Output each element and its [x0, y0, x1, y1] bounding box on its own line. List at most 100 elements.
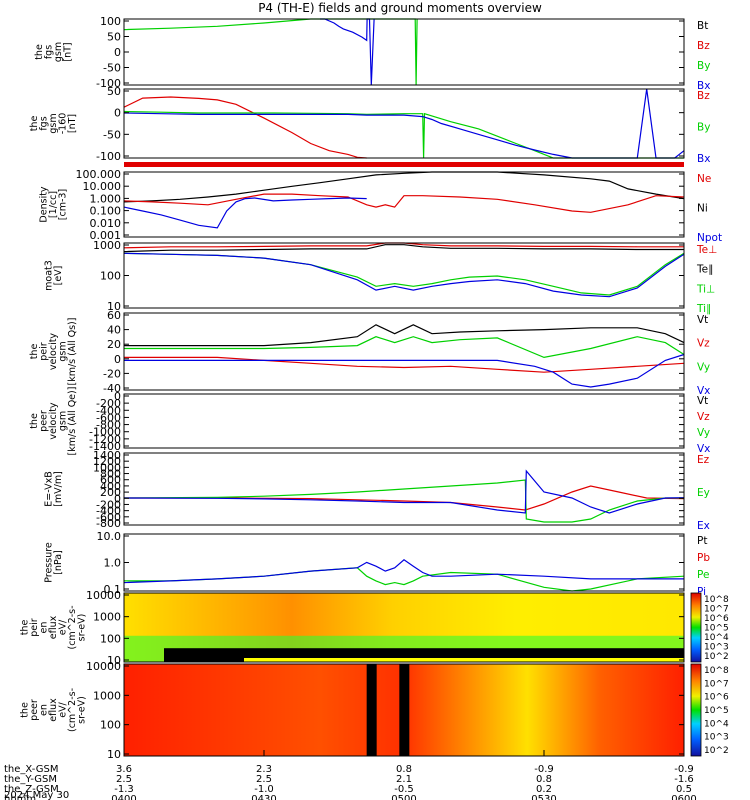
y-axis-label: peer — [39, 410, 50, 432]
legend-entry: Ti∥ — [696, 303, 711, 315]
y-tick-label: -1400 — [89, 440, 121, 453]
y-tick-label: 1200 — [93, 455, 121, 468]
colorbar-tick-label: 10^6 — [704, 614, 729, 624]
y-axis-label: fgs — [39, 116, 50, 130]
y-tick-label: 400 — [100, 480, 121, 493]
series-line-Ey — [123, 479, 684, 523]
colorbar-tick-label: 10^4 — [704, 633, 729, 643]
x-axis-value: 3.6 — [116, 764, 132, 775]
colorbar-tick-label: 10^7 — [704, 679, 729, 689]
y-tick-label: 50 — [107, 85, 121, 98]
y-tick-label: 0.1 — [104, 583, 122, 596]
colorbar — [690, 663, 702, 757]
x-axis-value: 0600 — [671, 794, 696, 800]
y-tick-label: -100 — [96, 150, 121, 163]
date-label: 2024 May 30 — [4, 790, 69, 800]
y-tick-label: 1400 — [93, 449, 121, 462]
colorbar-tick-label: 10^8 — [704, 666, 729, 676]
panel-6: 1400120010008006004002000-200-400-600-80… — [43, 449, 710, 532]
panel-frame — [123, 88, 685, 159]
y-tick-label: 10.000 — [83, 180, 122, 193]
y-axis-label: sr-eV) — [77, 614, 88, 642]
y-axis-label: [eV] — [53, 266, 64, 286]
y-axis-label: (cm^2-s- — [67, 606, 78, 650]
x-axis-value: 0.5 — [676, 784, 692, 795]
legend-entry: Bz — [697, 90, 710, 102]
x-axis-value: -0.9 — [674, 764, 694, 775]
y-axis-label: peir — [29, 618, 40, 637]
y-axis-label: fgs — [43, 45, 54, 59]
colorbar-tick-label: 10^2 — [704, 746, 729, 756]
series-line-Vy — [124, 336, 685, 359]
x-axis-value: -0.9 — [534, 764, 554, 775]
x-axis-value: -0.5 — [394, 784, 414, 795]
series-line-Te∥ — [123, 244, 684, 253]
y-tick-label: -800 — [96, 419, 121, 432]
legend-entry: Npot — [697, 232, 722, 244]
y-axis-label: [cm-3] — [58, 189, 69, 220]
y-tick-label: -200 — [96, 397, 121, 410]
y-tick-label: -200 — [96, 498, 121, 511]
y-tick-label: 1000 — [93, 611, 121, 624]
y-axis-label: gsm — [53, 42, 64, 62]
colorbar-tick-label: 10^4 — [704, 719, 729, 729]
panel-8: 10^810^710^610^510^410^310^2 10000 1000 100… — [20, 589, 729, 667]
legend-entry: Vz — [697, 411, 710, 423]
y-tick-label: -400 — [96, 404, 121, 417]
panel-frame — [123, 312, 685, 391]
panel-frame — [123, 18, 685, 86]
y-axis-label: [nPa] — [53, 550, 64, 575]
y-tick-label: 600 — [100, 474, 121, 487]
y-tick-label: 0 — [114, 46, 121, 59]
x-axis-value: 2.3 — [256, 764, 272, 775]
y-tick-label: 10 — [107, 300, 121, 313]
colorbar-tick-label: 10^7 — [704, 605, 729, 615]
series-line-Ez — [124, 485, 685, 511]
legend-entry: Ex — [697, 520, 710, 532]
y-tick-label: 10 — [107, 748, 121, 761]
figure-title: P4 (TH-E) fields and ground moments over… — [258, 1, 542, 15]
y-axis-label: E=-VxB — [43, 471, 54, 506]
y-tick-label: 0.001 — [90, 229, 122, 242]
colorbar-tick-label: 10^3 — [704, 733, 729, 743]
panel-frame — [123, 171, 685, 238]
legend-entry: Ti⊥ — [696, 283, 715, 295]
x-axis-value: 0.8 — [396, 764, 412, 775]
y-tick-label: -600 — [96, 511, 121, 524]
y-tick-label: 10.0 — [97, 530, 122, 543]
legend-entry: Bx — [697, 153, 710, 165]
series-line-By — [123, 110, 684, 159]
legend-entry: Vt — [697, 314, 708, 326]
y-axis-label: [nT] — [62, 42, 73, 61]
legend-entry: Bx — [697, 80, 710, 92]
panel-frame — [123, 452, 685, 526]
panel-frame — [123, 592, 685, 663]
legend-entry: Bz — [697, 40, 710, 52]
x-axis-value: 2.1 — [396, 774, 412, 785]
separator-band — [124, 162, 684, 167]
legend-entry: Ey — [697, 487, 710, 499]
series-line-Ex — [123, 469, 685, 514]
y-tick-label: 60 — [107, 309, 121, 322]
y-tick-label: 20 — [107, 338, 121, 351]
y-tick-label: 1000 — [93, 239, 121, 252]
y-tick-label: 100 — [100, 632, 121, 645]
legend-entry: Vz — [697, 338, 710, 350]
legend-entry: Vy — [697, 361, 710, 373]
y-axis-label: (cm^2-s- — [67, 688, 78, 732]
series-line-Bz — [123, 96, 367, 159]
panels: 100500-50-100thefgsgsm[nT]BtBzByBx500-50… — [20, 15, 729, 761]
y-tick-label: 100 — [100, 719, 121, 732]
legend-entry: Vy — [697, 427, 710, 439]
legend-entry: Bt — [697, 20, 708, 32]
legend-entry: Vx — [697, 443, 710, 455]
y-tick-label: -800 — [96, 517, 121, 530]
y-axis-label: the — [34, 44, 45, 60]
y-axis-label: -160 — [58, 113, 69, 135]
y-axis-label: en — [39, 622, 50, 634]
y-tick-label: -1200 — [89, 433, 121, 446]
y-axis-label: peer — [29, 699, 40, 721]
panel-frame — [123, 533, 685, 592]
